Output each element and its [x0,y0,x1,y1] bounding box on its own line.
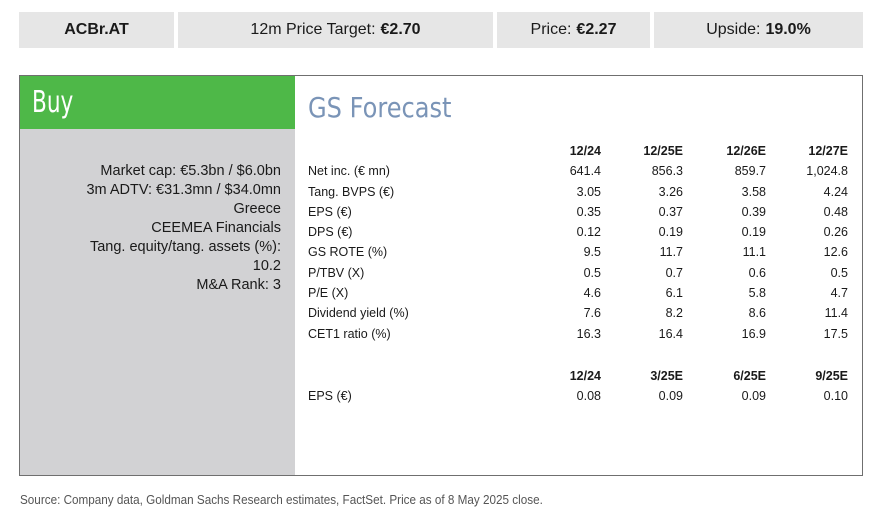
cell-value: 0.7 [665,265,683,280]
column-header: 12/26E [726,144,766,158]
cell-value: 0.12 [576,225,601,240]
cell-value: 3.05 [576,184,601,199]
stock-stats: Market cap: €5.3bn / $6.0bn 3m ADTV: €31… [86,162,281,295]
cell-value: 11.7 [659,245,683,260]
row-label: DPS (€) [308,225,353,240]
column-header: 3/25E [650,369,683,383]
cell-value: 0.48 [823,204,848,219]
row-label: EPS (€) [308,204,352,219]
upside-label: Upside: [706,21,761,38]
price-target-label: 12m Price Target: [250,21,376,38]
cell-value: 3.26 [658,184,683,199]
cell-value: 16.9 [741,326,766,341]
cell-value: 0.09 [741,389,766,404]
cell-value: 5.8 [748,286,766,301]
cell-value: 9.5 [583,245,601,260]
column-header: 9/25E [815,369,848,383]
cell-value: 16.4 [658,326,683,341]
cell-value: 0.37 [658,204,683,219]
cell-value: 4.6 [583,286,601,301]
row-label: Dividend yield (%) [308,306,409,321]
row-label: CET1 ratio (%) [308,326,391,341]
cell-value: 4.7 [830,286,848,301]
column-header: 6/25E [733,369,766,383]
cell-value: 0.26 [823,225,848,240]
row-label: Tang. BVPS (€) [308,184,395,199]
cell-value: 7.6 [583,306,601,321]
stat-tang-equity-label: Tang. equity/tang. assets (%): [89,239,281,255]
column-header: 12/24 [569,144,601,158]
cell-value: 11.1 [742,245,766,260]
cell-value: 1,024.8 [806,164,848,179]
cell-value: 11.4 [824,306,848,321]
forecast-panel: GS Forecast 12/24 12/25E 12/26E 12/27E N… [295,76,862,475]
cell-value: 0.09 [658,389,683,404]
stat-sector: CEEMEA Financials [151,220,281,236]
cell-value: 8.2 [665,306,683,321]
price-target-value: €2.70 [380,21,421,38]
cell-value: 16.3 [576,326,601,341]
row-label: Net inc. (€ mn) [308,164,390,179]
rating-label: Buy [32,85,74,120]
cell-value: 0.6 [748,265,766,280]
upside-value: 19.0% [765,21,811,38]
cell-value: 8.6 [748,306,766,321]
stock-info-panel: Buy Market cap: €5.3bn / $6.0bn 3m ADTV:… [20,76,295,475]
cell-value: 4.24 [823,184,848,199]
cell-value: 0.5 [830,265,848,280]
cell-value: 0.19 [658,225,683,240]
stat-country: Greece [233,201,281,217]
cell-value: 0.35 [576,204,601,219]
column-header: 12/24 [569,369,601,383]
header-ribbon: ACBr.AT 12m Price Target: €2.70 Price: €… [19,12,863,48]
row-label: P/E (X) [308,286,349,301]
price-target: 12m Price Target: €2.70 [178,12,493,48]
cell-value: 0.08 [576,389,601,404]
stat-adtv: 3m ADTV: €31.3mn / $34.0mn [86,182,281,198]
stat-ma-rank: M&A Rank: 3 [196,277,281,293]
cell-value: 0.10 [823,389,848,404]
cell-value: 12.6 [823,245,848,260]
rating-badge: Buy [20,76,295,129]
cell-value: 859.7 [734,164,766,179]
stat-market-cap: Market cap: €5.3bn / $6.0bn [100,163,281,179]
price-label: Price: [530,21,572,38]
cell-value: 641.4 [569,164,601,179]
cell-value: 3.58 [741,184,766,199]
column-header: 12/27E [808,144,848,158]
cell-value: 6.1 [665,286,683,301]
row-label: EPS (€) [308,389,352,404]
cell-value: 0.5 [583,265,601,280]
cell-value: 0.39 [741,204,766,219]
row-label: GS ROTE (%) [308,245,388,260]
price: Price: €2.27 [497,12,650,48]
price-value: €2.27 [576,21,617,38]
source-note: Source: Company data, Goldman Sachs Rese… [20,492,543,507]
row-label: P/TBV (X) [308,265,365,280]
stat-tang-equity-value: 10.2 [252,258,281,274]
ticker: ACBr.AT [19,12,174,48]
cell-value: 856.3 [651,164,683,179]
column-header: 12/25E [643,144,683,158]
cell-value: 17.5 [823,326,848,341]
upside: Upside: 19.0% [654,12,863,48]
cell-value: 0.19 [741,225,766,240]
summary-card: Buy Market cap: €5.3bn / $6.0bn 3m ADTV:… [19,75,863,476]
forecast-title: GS Forecast [308,91,452,124]
